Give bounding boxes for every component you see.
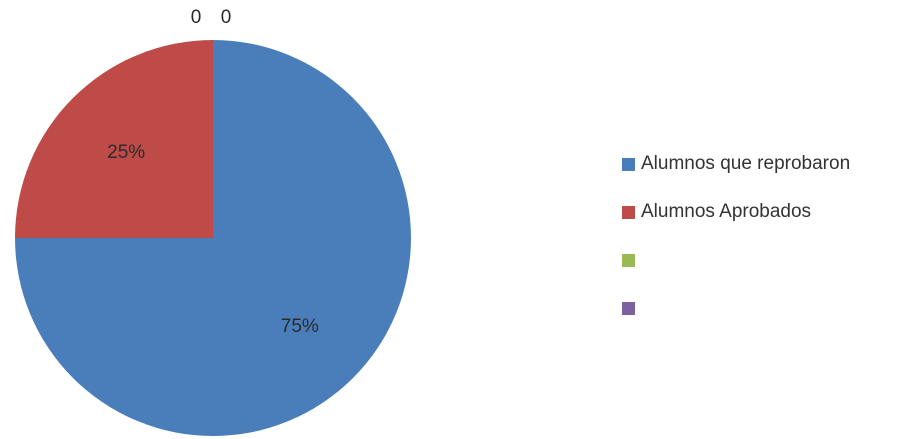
- data-label-series-3: 0: [191, 7, 202, 28]
- pie-slice-alumnos-aprobados: [15, 40, 213, 238]
- chart-legend: Alumnos que reprobaron Alumnos Aprobados: [622, 152, 917, 344]
- data-label-alumnos-que-reprobaron: 75%: [281, 316, 319, 337]
- legend-item-series-4: [622, 296, 917, 320]
- legend-label-reprobaron: Alumnos que reprobaron: [641, 153, 851, 174]
- legend-label-aprobados: Alumnos Aprobados: [641, 201, 812, 222]
- legend-swatch-reprobaron: [622, 157, 635, 171]
- legend-swatch-series-3: [622, 253, 635, 267]
- legend-swatch-aprobados: [622, 205, 635, 219]
- legend-item-aprobados: Alumnos Aprobados: [622, 200, 917, 224]
- legend-item-reprobaron: Alumnos que reprobaron: [622, 152, 917, 176]
- data-label-series-4: 0: [221, 7, 232, 28]
- legend-swatch-series-4: [622, 301, 635, 315]
- legend-item-series-3: [622, 248, 917, 272]
- data-label-alumnos-aprobados: 25%: [107, 142, 145, 163]
